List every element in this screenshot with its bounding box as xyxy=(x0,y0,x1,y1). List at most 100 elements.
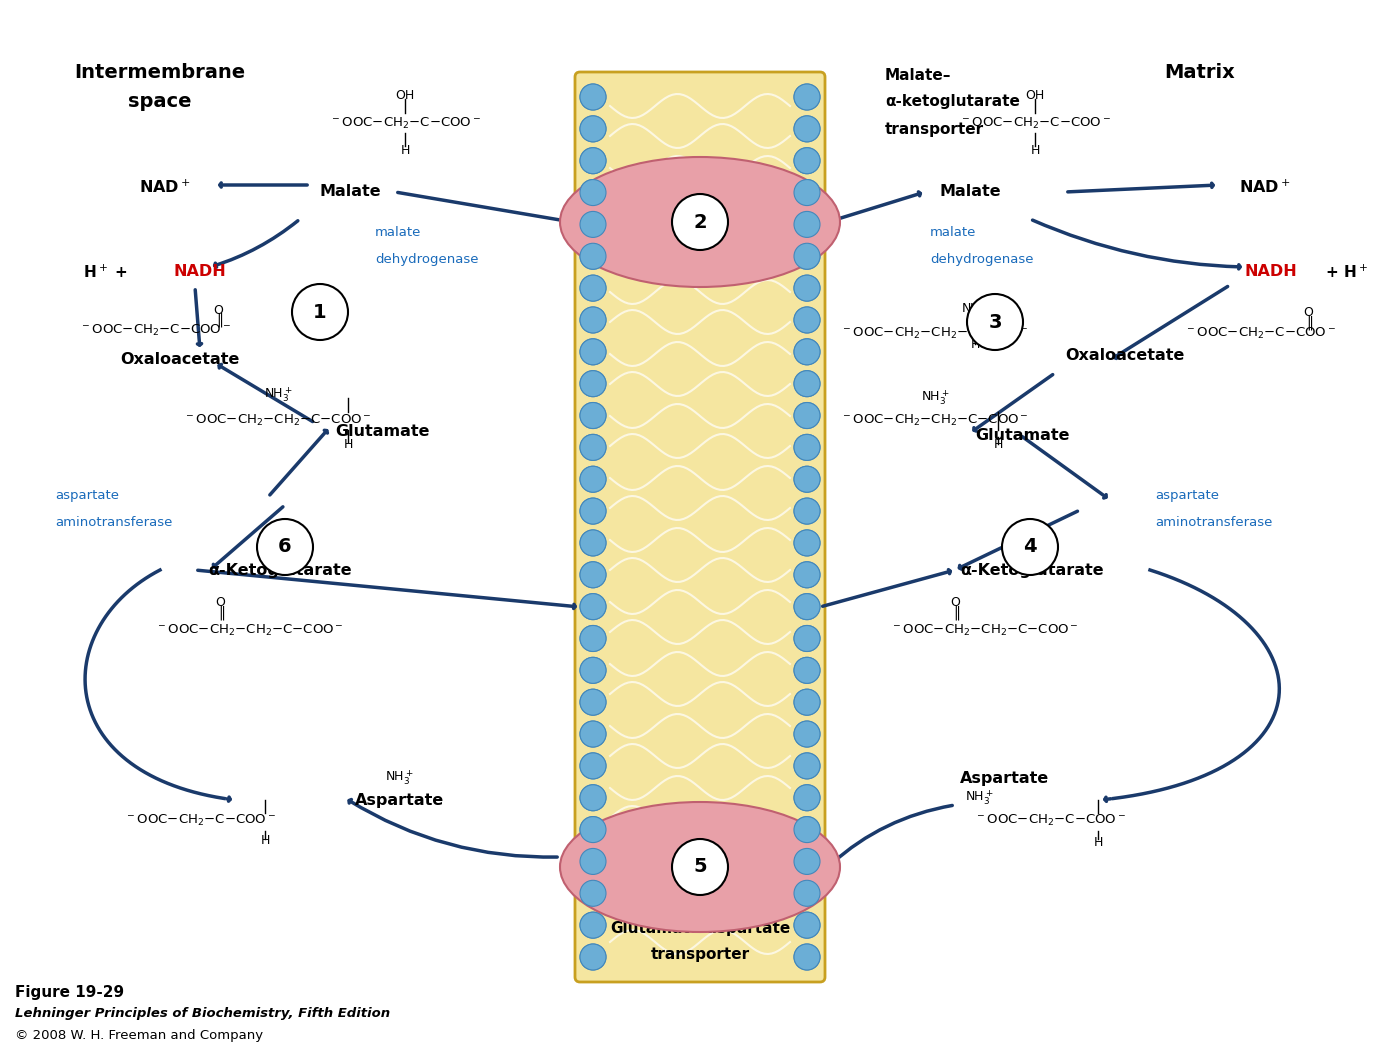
Circle shape xyxy=(580,944,606,970)
Text: $^-$OOC$-$CH$_2$$-$CH$_2$$-$C$-$COO$^-$: $^-$OOC$-$CH$_2$$-$CH$_2$$-$C$-$COO$^-$ xyxy=(157,623,344,637)
Text: H: H xyxy=(970,338,980,352)
Circle shape xyxy=(580,626,606,651)
Circle shape xyxy=(580,211,606,238)
Circle shape xyxy=(580,689,606,716)
Text: O: O xyxy=(1303,307,1313,319)
Circle shape xyxy=(580,307,606,333)
Text: Figure 19-29: Figure 19-29 xyxy=(15,984,125,1000)
Circle shape xyxy=(794,880,820,906)
Circle shape xyxy=(794,721,820,747)
Circle shape xyxy=(580,498,606,524)
Circle shape xyxy=(794,594,820,619)
Circle shape xyxy=(794,689,820,716)
Circle shape xyxy=(580,849,606,874)
Text: O: O xyxy=(213,303,223,316)
Circle shape xyxy=(580,817,606,842)
Text: transporter: transporter xyxy=(885,122,984,136)
Text: $^-$OOC$-$CH$_2$$-$C$-$COO$^-$: $^-$OOC$-$CH$_2$$-$C$-$COO$^-$ xyxy=(125,813,276,828)
Text: ‖: ‖ xyxy=(1306,316,1313,330)
Text: NH$_3^+$: NH$_3^+$ xyxy=(921,389,949,407)
Text: H$^+$ +: H$^+$ + xyxy=(83,263,127,281)
Circle shape xyxy=(580,307,606,333)
Circle shape xyxy=(794,84,820,110)
Text: ‖: ‖ xyxy=(217,313,224,328)
Circle shape xyxy=(794,307,820,333)
Text: ‖: ‖ xyxy=(953,606,960,620)
Text: OH: OH xyxy=(395,89,414,101)
Circle shape xyxy=(580,466,606,493)
Circle shape xyxy=(794,275,820,301)
Text: © 2008 W. H. Freeman and Company: © 2008 W. H. Freeman and Company xyxy=(15,1028,263,1041)
Circle shape xyxy=(580,721,606,747)
Circle shape xyxy=(580,339,606,365)
Text: aminotransferase: aminotransferase xyxy=(1155,516,1273,528)
Circle shape xyxy=(794,434,820,461)
Text: α-Ketoglutarate: α-Ketoglutarate xyxy=(960,562,1103,577)
Circle shape xyxy=(794,84,820,110)
Text: $^-$OOC$-$CH$_2$$-$CH$_2$$-$C$-$COO$^-$: $^-$OOC$-$CH$_2$$-$CH$_2$$-$C$-$COO$^-$ xyxy=(841,326,1029,340)
Text: $^-$OOC$-$CH$_2$$-$C$-$COO$^-$: $^-$OOC$-$CH$_2$$-$C$-$COO$^-$ xyxy=(959,115,1110,131)
Text: aspartate: aspartate xyxy=(1155,488,1219,501)
Circle shape xyxy=(580,148,606,173)
Circle shape xyxy=(794,849,820,874)
Circle shape xyxy=(794,657,820,683)
Circle shape xyxy=(794,307,820,333)
Circle shape xyxy=(580,466,606,493)
Text: space: space xyxy=(129,93,192,111)
Circle shape xyxy=(794,817,820,842)
Circle shape xyxy=(1002,519,1058,575)
Circle shape xyxy=(580,211,606,238)
Circle shape xyxy=(794,561,820,588)
Circle shape xyxy=(967,294,1023,350)
Circle shape xyxy=(580,84,606,110)
Circle shape xyxy=(794,371,820,396)
Text: H: H xyxy=(260,834,270,847)
Circle shape xyxy=(794,561,820,588)
Text: α-Ketoglutarate: α-Ketoglutarate xyxy=(209,562,351,577)
Circle shape xyxy=(794,657,820,683)
Circle shape xyxy=(794,530,820,556)
Circle shape xyxy=(672,839,728,895)
Circle shape xyxy=(794,116,820,142)
Text: Glutamate-aspartate: Glutamate-aspartate xyxy=(610,922,790,937)
Text: Intermembrane: Intermembrane xyxy=(74,62,245,81)
Circle shape xyxy=(794,180,820,205)
Text: 4: 4 xyxy=(1023,538,1037,556)
Circle shape xyxy=(794,626,820,651)
Circle shape xyxy=(580,403,606,428)
Circle shape xyxy=(794,211,820,238)
Circle shape xyxy=(580,784,606,811)
Circle shape xyxy=(580,530,606,556)
Text: $^-$OOC$-$CH$_2$$-$C$-$COO$^-$: $^-$OOC$-$CH$_2$$-$C$-$COO$^-$ xyxy=(80,322,231,337)
Circle shape xyxy=(580,561,606,588)
Circle shape xyxy=(580,784,606,811)
Circle shape xyxy=(580,530,606,556)
Circle shape xyxy=(580,657,606,683)
Text: Glutamate: Glutamate xyxy=(335,425,430,440)
Text: $^-$OOC$-$CH$_2$$-$CH$_2$$-$C$-$COO$^-$: $^-$OOC$-$CH$_2$$-$CH$_2$$-$C$-$COO$^-$ xyxy=(892,623,1079,637)
Circle shape xyxy=(794,371,820,396)
Circle shape xyxy=(794,753,820,779)
Circle shape xyxy=(580,434,606,461)
Circle shape xyxy=(794,403,820,428)
Circle shape xyxy=(580,148,606,173)
Circle shape xyxy=(580,753,606,779)
Circle shape xyxy=(258,519,314,575)
Circle shape xyxy=(794,944,820,970)
Text: Aspartate: Aspartate xyxy=(356,793,444,808)
Circle shape xyxy=(794,466,820,493)
Circle shape xyxy=(794,912,820,939)
Circle shape xyxy=(580,371,606,396)
Circle shape xyxy=(580,180,606,205)
Circle shape xyxy=(580,243,606,270)
Text: malate: malate xyxy=(930,225,976,239)
Text: H: H xyxy=(1093,836,1103,850)
Circle shape xyxy=(794,339,820,365)
Circle shape xyxy=(580,721,606,747)
Circle shape xyxy=(580,657,606,683)
Text: NAD$^+$: NAD$^+$ xyxy=(1239,179,1291,196)
Circle shape xyxy=(794,434,820,461)
Text: dehydrogenase: dehydrogenase xyxy=(930,253,1033,265)
Text: Malate–: Malate– xyxy=(885,68,952,82)
Circle shape xyxy=(580,912,606,939)
